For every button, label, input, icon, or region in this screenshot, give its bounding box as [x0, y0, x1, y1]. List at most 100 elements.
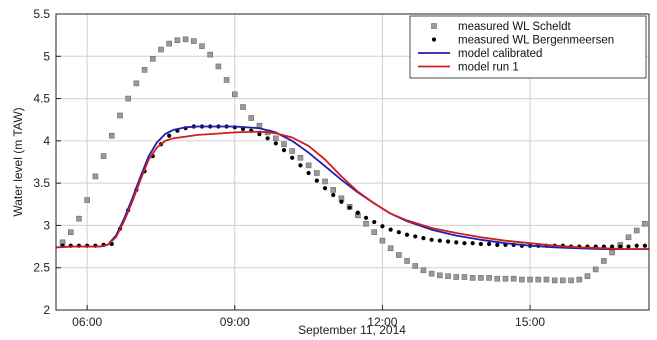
grid-lines [56, 14, 649, 310]
bergenmeersen-point [396, 230, 401, 235]
scheldt-point [584, 273, 591, 279]
legend: measured WL Scheldt measured WL Bergenmee… [409, 15, 647, 79]
y-tick-label: 4.5 [33, 92, 50, 106]
bergenmeersen-point [314, 178, 319, 183]
y-axis-title: Water level (m TAW) [11, 107, 25, 216]
bergenmeersen-point [609, 244, 615, 249]
bergenmeersen-point [454, 240, 459, 245]
scheldt-point [248, 115, 255, 121]
scheldt-point [543, 276, 550, 283]
scheldt-point [199, 43, 205, 49]
bergenmeersen-point [331, 192, 336, 198]
scheldt-point [125, 95, 131, 102]
scheldt-point [412, 263, 419, 269]
bergenmeersen-point [363, 215, 369, 220]
legend-swatch [431, 37, 437, 42]
scheldt-point [404, 258, 410, 264]
scheldt-point [281, 141, 287, 148]
scheldt-point [486, 275, 492, 281]
y-tick-label: 5.5 [33, 7, 50, 21]
legend-box [409, 15, 647, 79]
scheldt-point [240, 104, 246, 110]
bergenmeersen-point [298, 163, 303, 168]
scheldt-point [207, 51, 213, 58]
scheldt-point [453, 274, 460, 280]
scheldt-point [461, 274, 468, 280]
bergenmeersen-point [421, 236, 426, 241]
scheldt-point [363, 220, 369, 227]
scheldt-point [568, 277, 574, 284]
scheldt-point [519, 276, 525, 283]
scheldt-point [560, 277, 566, 284]
scheldt-point [469, 275, 476, 281]
scheldt-point [396, 252, 402, 258]
legend-entry: measured WL Scheldt [458, 21, 572, 33]
scheldt-point [92, 173, 99, 180]
scheldt-point [117, 112, 123, 119]
bergenmeersen-point [495, 242, 500, 247]
scheldt-point [76, 215, 82, 222]
bergenmeersen-point [372, 219, 377, 225]
scheldt-point [592, 266, 599, 273]
scheldt-point [478, 275, 484, 281]
x-tick-label: 09:00 [220, 315, 250, 329]
scheldt-point [166, 40, 172, 47]
scheldt-point [330, 187, 337, 193]
legend-swatch [431, 23, 437, 29]
series-line-model-run-1 [55, 130, 649, 250]
bergenmeersen-point [322, 186, 328, 191]
scheldt-point [149, 56, 156, 62]
plot-frame [55, 13, 650, 311]
y-tick-label: 2.5 [33, 261, 50, 275]
bergenmeersen-point [618, 244, 623, 249]
bergenmeersen-point [429, 237, 434, 242]
scheldt-point [141, 67, 148, 73]
scheldt-point [437, 272, 443, 279]
scheldt-point [100, 153, 107, 159]
bergenmeersen-point [265, 136, 270, 141]
scheldt-point [642, 220, 648, 227]
scheldt-point [297, 154, 304, 161]
bergenmeersen-point [470, 241, 475, 246]
scheldt-point [633, 227, 640, 234]
x-tick-label: 12:00 [367, 315, 397, 329]
legend-entry: model run 1 [458, 62, 519, 74]
scheldt-point [420, 267, 427, 274]
bergenmeersen-point [388, 227, 393, 232]
bergenmeersen-point [404, 232, 410, 237]
scheldt-point [371, 229, 378, 235]
scheldt-point [601, 258, 607, 264]
scheldt-point [174, 37, 181, 44]
scheldt-point [67, 229, 74, 235]
bergenmeersen-point [306, 170, 311, 176]
scheldt-point [182, 36, 189, 43]
series-model-run-1 [55, 130, 649, 250]
scheldt-point [273, 135, 279, 142]
bergenmeersen-point [486, 241, 492, 247]
scheldt-point [215, 63, 222, 70]
bergenmeersen-point [273, 141, 278, 146]
scheldt-point [322, 178, 328, 185]
bergenmeersen-point [290, 155, 295, 160]
scheldt-point [314, 170, 320, 176]
x-tick-label: 06:00 [72, 315, 102, 329]
scheldt-point [535, 276, 542, 283]
bergenmeersen-point [167, 133, 172, 138]
scheldt-point [551, 277, 558, 284]
scheldt-point [387, 245, 394, 252]
scheldt-point [223, 77, 230, 83]
scheldt-point [232, 91, 238, 98]
y-tick-label: 3 [43, 218, 50, 232]
bergenmeersen-point [355, 210, 360, 215]
bergenmeersen-point [413, 234, 418, 239]
scheldt-point [84, 197, 90, 203]
scheldt-point [108, 132, 115, 139]
scheldt-point [527, 276, 533, 283]
bergenmeersen-point [339, 199, 344, 204]
scheldt-point [625, 234, 632, 241]
series-measured-wl-scheldt [59, 36, 648, 284]
legend-entry: measured WL Bergenmeersen [458, 35, 614, 47]
scheldt-point [576, 276, 583, 283]
axis-ticks: 2 2.5 3 3.5 4 4.5 5 5.5 06:00 09:00 12:00 15:00 [33, 7, 545, 329]
y-tick-label: 3.5 [33, 176, 50, 190]
